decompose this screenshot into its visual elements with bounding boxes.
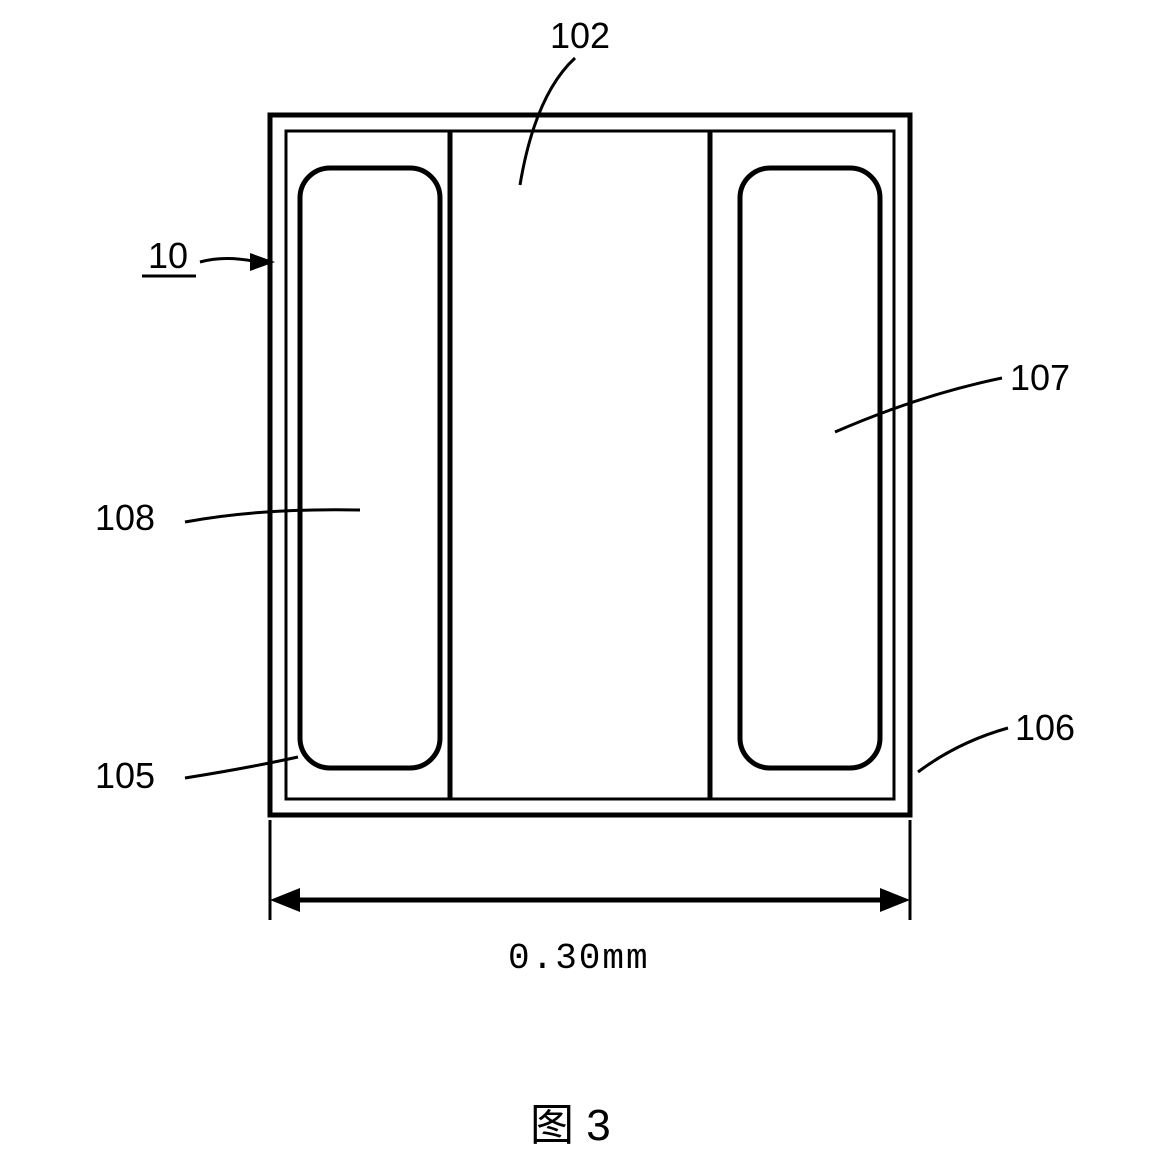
- label-102-leader: [520, 58, 575, 185]
- left-pad: [300, 168, 440, 768]
- dim-text: 0.30mm: [508, 938, 650, 979]
- inner-box: [286, 131, 894, 799]
- label-10: 10: [148, 235, 188, 276]
- label-106: 106: [1015, 707, 1075, 748]
- label-105-leader: [185, 757, 298, 778]
- label-105: 105: [95, 755, 155, 796]
- label-102: 102: [550, 15, 610, 56]
- figure-caption: 图 3: [530, 1101, 611, 1150]
- label-107-leader: [835, 378, 1002, 432]
- label-10-leader: [200, 259, 258, 263]
- technical-diagram: 0.30mm 10 102 107 108 106 105 图 3: [0, 0, 1157, 1170]
- label-106-leader: [918, 728, 1008, 772]
- label-108: 108: [95, 497, 155, 538]
- right-pad: [740, 168, 880, 768]
- dim-arrow-left: [270, 888, 300, 912]
- outer-box: [270, 115, 910, 815]
- label-107: 107: [1010, 357, 1070, 398]
- dim-arrow-right: [880, 888, 910, 912]
